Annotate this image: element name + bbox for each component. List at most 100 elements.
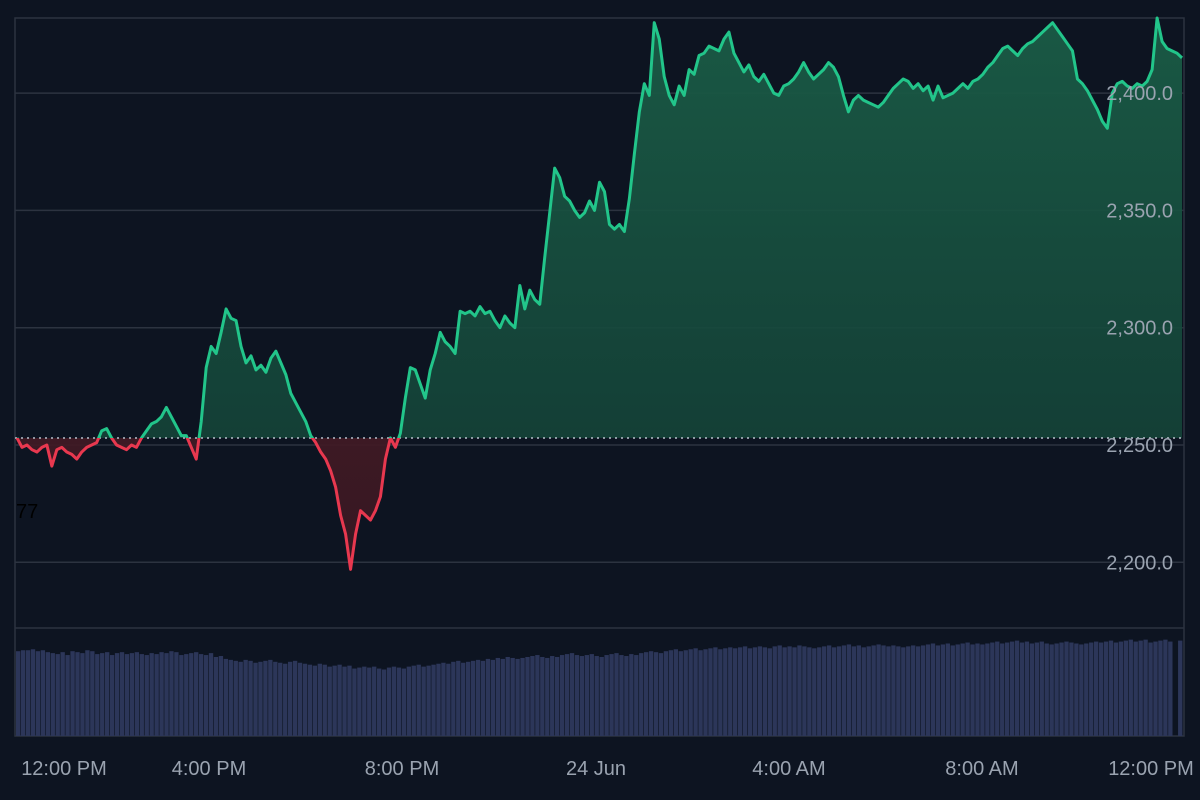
volume-bar bbox=[233, 660, 238, 736]
volume-bar bbox=[317, 663, 322, 736]
volume-bar bbox=[456, 660, 461, 736]
x-tick-label: 4:00 PM bbox=[172, 758, 246, 780]
volume-bar bbox=[119, 652, 125, 736]
volume-bar bbox=[327, 666, 332, 736]
volume-bar bbox=[594, 656, 599, 736]
volume-bar bbox=[446, 663, 451, 736]
volume-bar bbox=[990, 642, 995, 736]
volume-bar bbox=[1074, 643, 1079, 736]
volume-bar bbox=[599, 656, 604, 736]
volume-bar bbox=[960, 643, 965, 736]
volume-bar bbox=[856, 645, 861, 736]
volume-bar bbox=[925, 644, 931, 736]
volume-bar bbox=[1113, 642, 1119, 736]
volume-bar bbox=[396, 667, 402, 736]
volume-bar bbox=[817, 647, 822, 736]
volume-bar bbox=[718, 649, 723, 736]
volume-bar bbox=[767, 648, 772, 736]
volume-bar bbox=[342, 666, 347, 736]
volume-bar bbox=[668, 650, 674, 736]
volume-bar bbox=[525, 656, 530, 736]
volume-bar bbox=[90, 651, 95, 736]
volume-bar bbox=[505, 656, 510, 736]
price-line bbox=[15, 16, 1184, 571]
volume-bar bbox=[149, 653, 154, 736]
volume-bar bbox=[218, 656, 224, 736]
price-line-up bbox=[16, 16, 1184, 438]
volume-bar bbox=[55, 654, 60, 736]
volume-bar bbox=[678, 651, 683, 736]
volume-bar bbox=[109, 655, 115, 736]
x-tick-label: 24 Jun bbox=[566, 758, 626, 780]
volume-bar bbox=[639, 653, 644, 736]
volume-bar bbox=[406, 666, 411, 736]
volume-bar bbox=[970, 644, 975, 736]
volume-bar bbox=[337, 664, 342, 736]
volume-bar bbox=[362, 666, 367, 736]
volume-bar bbox=[673, 649, 679, 736]
volume-bar bbox=[426, 665, 431, 736]
volume-bar bbox=[1128, 639, 1133, 736]
volume-bar bbox=[258, 661, 263, 736]
volume-bar bbox=[564, 654, 570, 736]
volume-bar bbox=[1044, 643, 1049, 736]
volume-bar bbox=[995, 641, 1000, 736]
volume-bar bbox=[485, 658, 491, 736]
volume-bar bbox=[762, 647, 768, 736]
volume-bar bbox=[465, 661, 471, 736]
volume-bar bbox=[1054, 643, 1059, 736]
volume-bar bbox=[194, 652, 199, 736]
volume-bar bbox=[851, 646, 857, 736]
volume-bar bbox=[930, 643, 936, 736]
volume-bar bbox=[253, 662, 258, 736]
volume-bar bbox=[1133, 641, 1138, 736]
volume-bar bbox=[624, 656, 629, 736]
volume-bar bbox=[826, 645, 832, 736]
volume-bar bbox=[757, 646, 763, 736]
volume-bar bbox=[540, 656, 545, 736]
volume-bar bbox=[985, 643, 990, 736]
volume-bar bbox=[535, 655, 540, 736]
volume-bar bbox=[189, 653, 194, 736]
volume-bar bbox=[1103, 641, 1109, 736]
volume-bar bbox=[559, 655, 565, 736]
volume-bar bbox=[915, 646, 921, 736]
volume-bar bbox=[1138, 640, 1143, 736]
price-area bbox=[17, 18, 1182, 570]
volume-bar bbox=[1049, 644, 1054, 736]
volume-bar bbox=[569, 653, 575, 736]
volume-bar bbox=[184, 654, 189, 736]
stray-value-label: 77 bbox=[16, 501, 38, 523]
x-tick-label: 8:00 PM bbox=[365, 758, 439, 780]
x-tick-label: 4:00 AM bbox=[752, 758, 825, 780]
volume-bar bbox=[510, 657, 515, 736]
volume-bar bbox=[386, 667, 392, 736]
volume-bar bbox=[634, 655, 639, 736]
volume-bar bbox=[16, 651, 21, 736]
volume-bar bbox=[1093, 641, 1099, 736]
volume-bar bbox=[1000, 643, 1005, 736]
volume-bar bbox=[1123, 640, 1128, 736]
volume-bar bbox=[203, 655, 209, 736]
volume-bar bbox=[550, 656, 555, 736]
volume-bar bbox=[906, 646, 911, 736]
volume-bar bbox=[100, 653, 105, 736]
volume-bar bbox=[703, 649, 708, 736]
volume-bar bbox=[584, 655, 590, 736]
volume-bar bbox=[411, 665, 416, 736]
volume-bar bbox=[1059, 642, 1064, 736]
volume-bar bbox=[920, 645, 926, 736]
volume-bar bbox=[278, 662, 283, 736]
volume-bar bbox=[228, 659, 233, 736]
y-tick-label: 2,350.0 bbox=[1106, 200, 1173, 222]
volume-bar bbox=[515, 658, 520, 736]
volume-bar bbox=[772, 646, 777, 736]
volume-bar bbox=[297, 662, 303, 736]
volume-bar bbox=[45, 652, 51, 736]
volume-bar bbox=[475, 659, 481, 736]
volume-bar bbox=[1034, 642, 1039, 736]
volume-bar bbox=[35, 651, 41, 736]
volume-bar bbox=[940, 644, 946, 736]
volume-bar bbox=[312, 665, 318, 736]
